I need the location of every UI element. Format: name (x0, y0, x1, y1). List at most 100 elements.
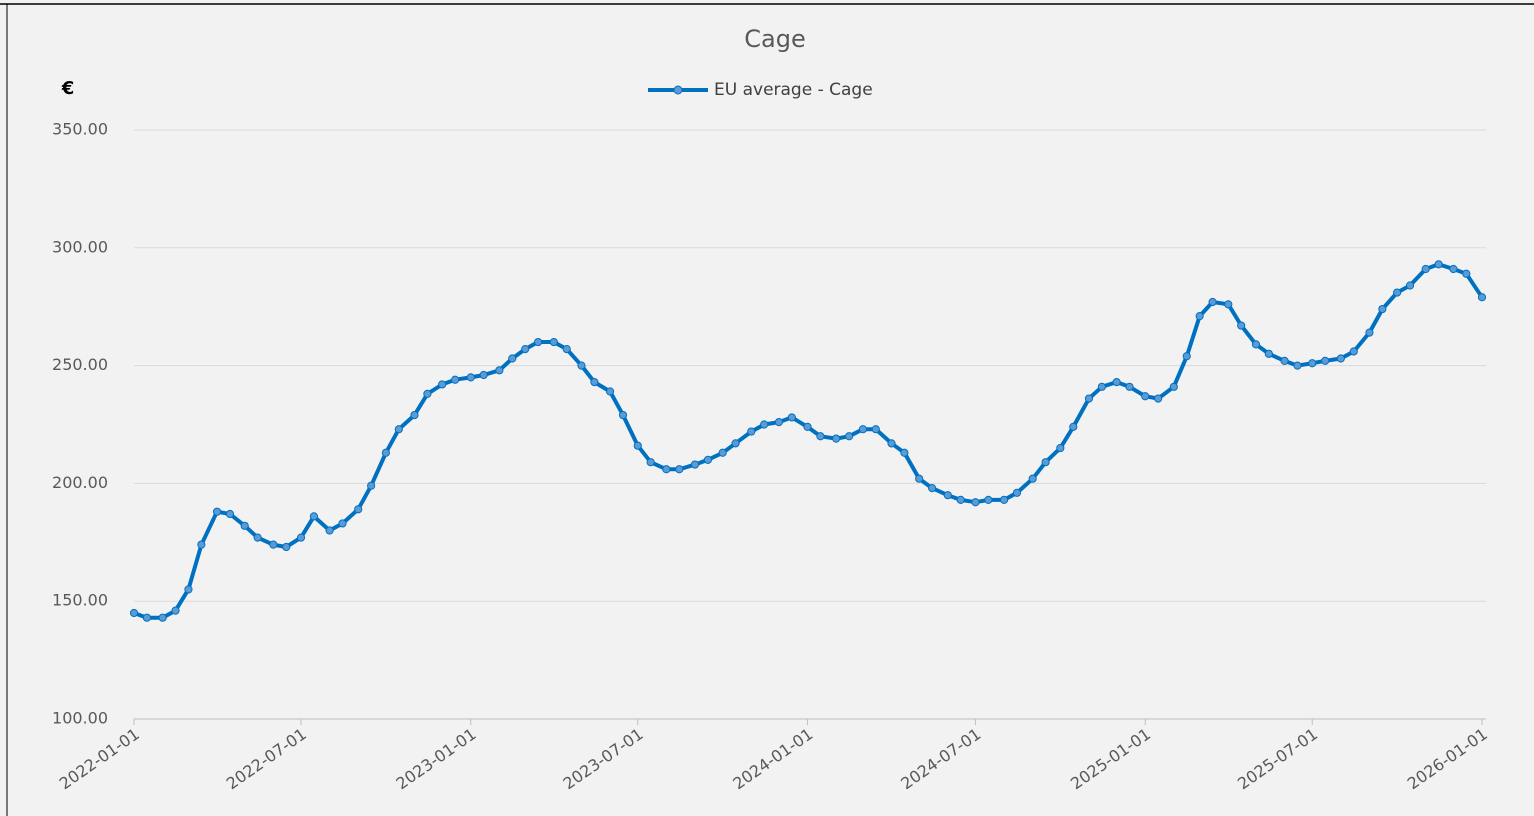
data-point (1378, 304, 1387, 314)
y-axis-label: € (61, 78, 75, 99)
data-point (142, 613, 152, 622)
data-point (253, 533, 262, 542)
data-point (495, 366, 504, 375)
data-point (158, 613, 167, 622)
data-point (915, 474, 924, 483)
data-point (646, 458, 655, 467)
data-point (662, 465, 671, 474)
data-point (479, 370, 488, 380)
data-point (787, 413, 796, 422)
data-point (690, 460, 700, 469)
data-point (1084, 394, 1094, 403)
data-point (394, 425, 403, 434)
data-point (927, 484, 937, 493)
data-point (1169, 382, 1178, 391)
data-point (534, 337, 543, 347)
data-point (703, 455, 712, 464)
data-point (1405, 281, 1415, 290)
y-tick-label: 350.00 (52, 120, 108, 139)
data-point (1069, 422, 1078, 431)
data-point (410, 410, 419, 420)
data-point (1154, 394, 1163, 403)
data-point (1434, 260, 1443, 269)
data-point (760, 420, 769, 429)
data-point (1449, 264, 1458, 274)
data-point (367, 481, 376, 490)
y-tick-label: 250.00 (52, 355, 108, 374)
data-point (423, 389, 432, 398)
data-point (129, 608, 139, 618)
data-point (858, 425, 867, 434)
data-point (1041, 458, 1050, 467)
legend-marker (673, 85, 683, 95)
data-point (354, 505, 363, 514)
data-point (450, 375, 460, 384)
data-point (212, 507, 222, 516)
chart-title: Cage (744, 25, 805, 53)
data-point (971, 498, 980, 507)
data-point (1224, 300, 1233, 309)
data-point (1421, 264, 1430, 274)
data-point (309, 512, 319, 521)
data-point (184, 585, 193, 594)
data-point (1125, 382, 1134, 391)
data-point (1208, 297, 1217, 307)
data-point (803, 422, 812, 431)
data-point (521, 345, 530, 354)
data-point (1462, 269, 1471, 278)
data-point (887, 439, 896, 448)
data-point (718, 448, 727, 457)
data-point (1308, 359, 1317, 368)
data-point (562, 345, 571, 354)
data-point (633, 441, 642, 450)
data-point (282, 542, 291, 552)
data-point (774, 418, 784, 427)
data-point (549, 337, 558, 347)
y-tick-label: 200.00 (52, 473, 108, 492)
data-point (1112, 377, 1121, 387)
data-point (466, 373, 475, 382)
data-point (508, 354, 517, 363)
data-point (1264, 349, 1273, 358)
data-point (225, 509, 235, 519)
data-point (325, 526, 334, 535)
data-point (1251, 340, 1261, 349)
data-point (999, 495, 1009, 504)
data-point (1097, 382, 1106, 391)
data-point (1477, 293, 1487, 302)
data-point (816, 432, 825, 441)
data-point (1365, 328, 1374, 337)
data-point (1293, 361, 1302, 370)
data-point (943, 491, 952, 500)
data-point (240, 521, 249, 530)
data-point (984, 495, 993, 504)
data-point (438, 380, 447, 389)
data-point (269, 540, 278, 549)
data-point (605, 387, 615, 396)
y-tick-label: 100.00 (52, 709, 108, 728)
data-point (956, 495, 965, 504)
data-point (675, 465, 684, 474)
data-point (618, 410, 628, 420)
data-point (1336, 354, 1345, 363)
data-point (1056, 443, 1065, 453)
data-point (1195, 312, 1204, 321)
data-point (171, 606, 180, 615)
data-point (197, 540, 206, 549)
data-point (1237, 321, 1246, 330)
data-point (1349, 347, 1358, 356)
y-tick-label: 300.00 (52, 237, 108, 256)
data-point (1182, 352, 1191, 361)
data-point (1280, 356, 1289, 365)
data-point (381, 448, 390, 457)
data-point (296, 533, 306, 542)
data-point (1321, 356, 1330, 365)
legend-label: EU average - Cage (714, 80, 873, 100)
data-point (1393, 288, 1402, 297)
data-point (590, 377, 599, 387)
y-tick-label: 150.00 (52, 591, 108, 610)
data-point (900, 448, 909, 457)
data-point (1028, 474, 1037, 483)
